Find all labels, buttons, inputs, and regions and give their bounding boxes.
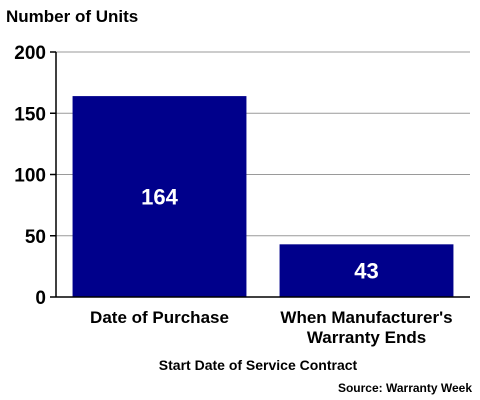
y-tick-label: 200 <box>14 43 46 64</box>
bar <box>72 96 247 297</box>
y-tick-label: 150 <box>14 104 46 125</box>
data-label: 43 <box>354 259 378 284</box>
y-tick-label: 100 <box>14 166 46 187</box>
data-label: 164 <box>141 185 178 210</box>
x-tick-label: Warranty Ends <box>307 328 426 347</box>
x-tick-label: Date of Purchase <box>90 308 229 327</box>
x-tick-labels: Date of Purchase When Manufacturer'sWarra… <box>90 308 453 347</box>
y-tick-label: 0 <box>35 288 46 309</box>
y-axis-label: Number of Units <box>6 7 138 26</box>
y-tick-label: 50 <box>25 227 46 248</box>
data-labels: 164 43 <box>141 185 379 284</box>
bars <box>72 96 454 297</box>
y-tick-labels: 0 50 100 150 200 <box>14 43 46 309</box>
x-tick-label: When Manufacturer's <box>280 308 452 327</box>
source-note: Source: Warranty Week <box>338 381 472 395</box>
axes <box>50 51 470 298</box>
bar <box>279 244 454 297</box>
x-axis-label: Start Date of Service Contract <box>159 357 358 373</box>
